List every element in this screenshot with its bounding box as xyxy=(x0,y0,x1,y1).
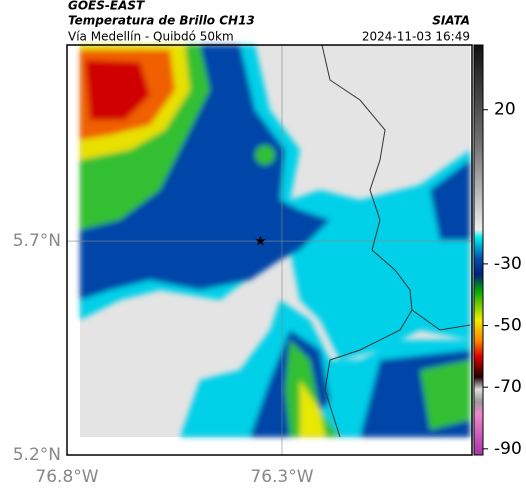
y-tick-label: 5.7°N xyxy=(13,231,61,251)
imagery xyxy=(80,44,471,438)
colorbar-tick-label: 20 xyxy=(494,100,516,120)
x-tick-label: 76.8°W xyxy=(35,467,98,487)
x-tick-label: 76.3°W xyxy=(250,467,313,487)
route: Vía Medellín - Quibdó 50km xyxy=(68,30,234,44)
colorbar xyxy=(473,44,484,456)
timestamp: 2024-11-03 16:49 xyxy=(362,30,470,44)
location-marker xyxy=(255,235,266,246)
colorbar-tick-label: -90 xyxy=(494,439,522,459)
title: GOES-EAST xyxy=(68,0,145,13)
map-frame xyxy=(66,44,473,456)
y-tick-label: 5.2°N xyxy=(13,445,61,465)
colorbar-tick-label: -50 xyxy=(494,316,522,336)
source: SIATA xyxy=(432,14,470,28)
subtitle: Temperatura de Brillo CH13 xyxy=(68,14,255,28)
colorbar-tick-label: -70 xyxy=(494,377,522,397)
colorbar-tick-label: -30 xyxy=(494,254,522,274)
